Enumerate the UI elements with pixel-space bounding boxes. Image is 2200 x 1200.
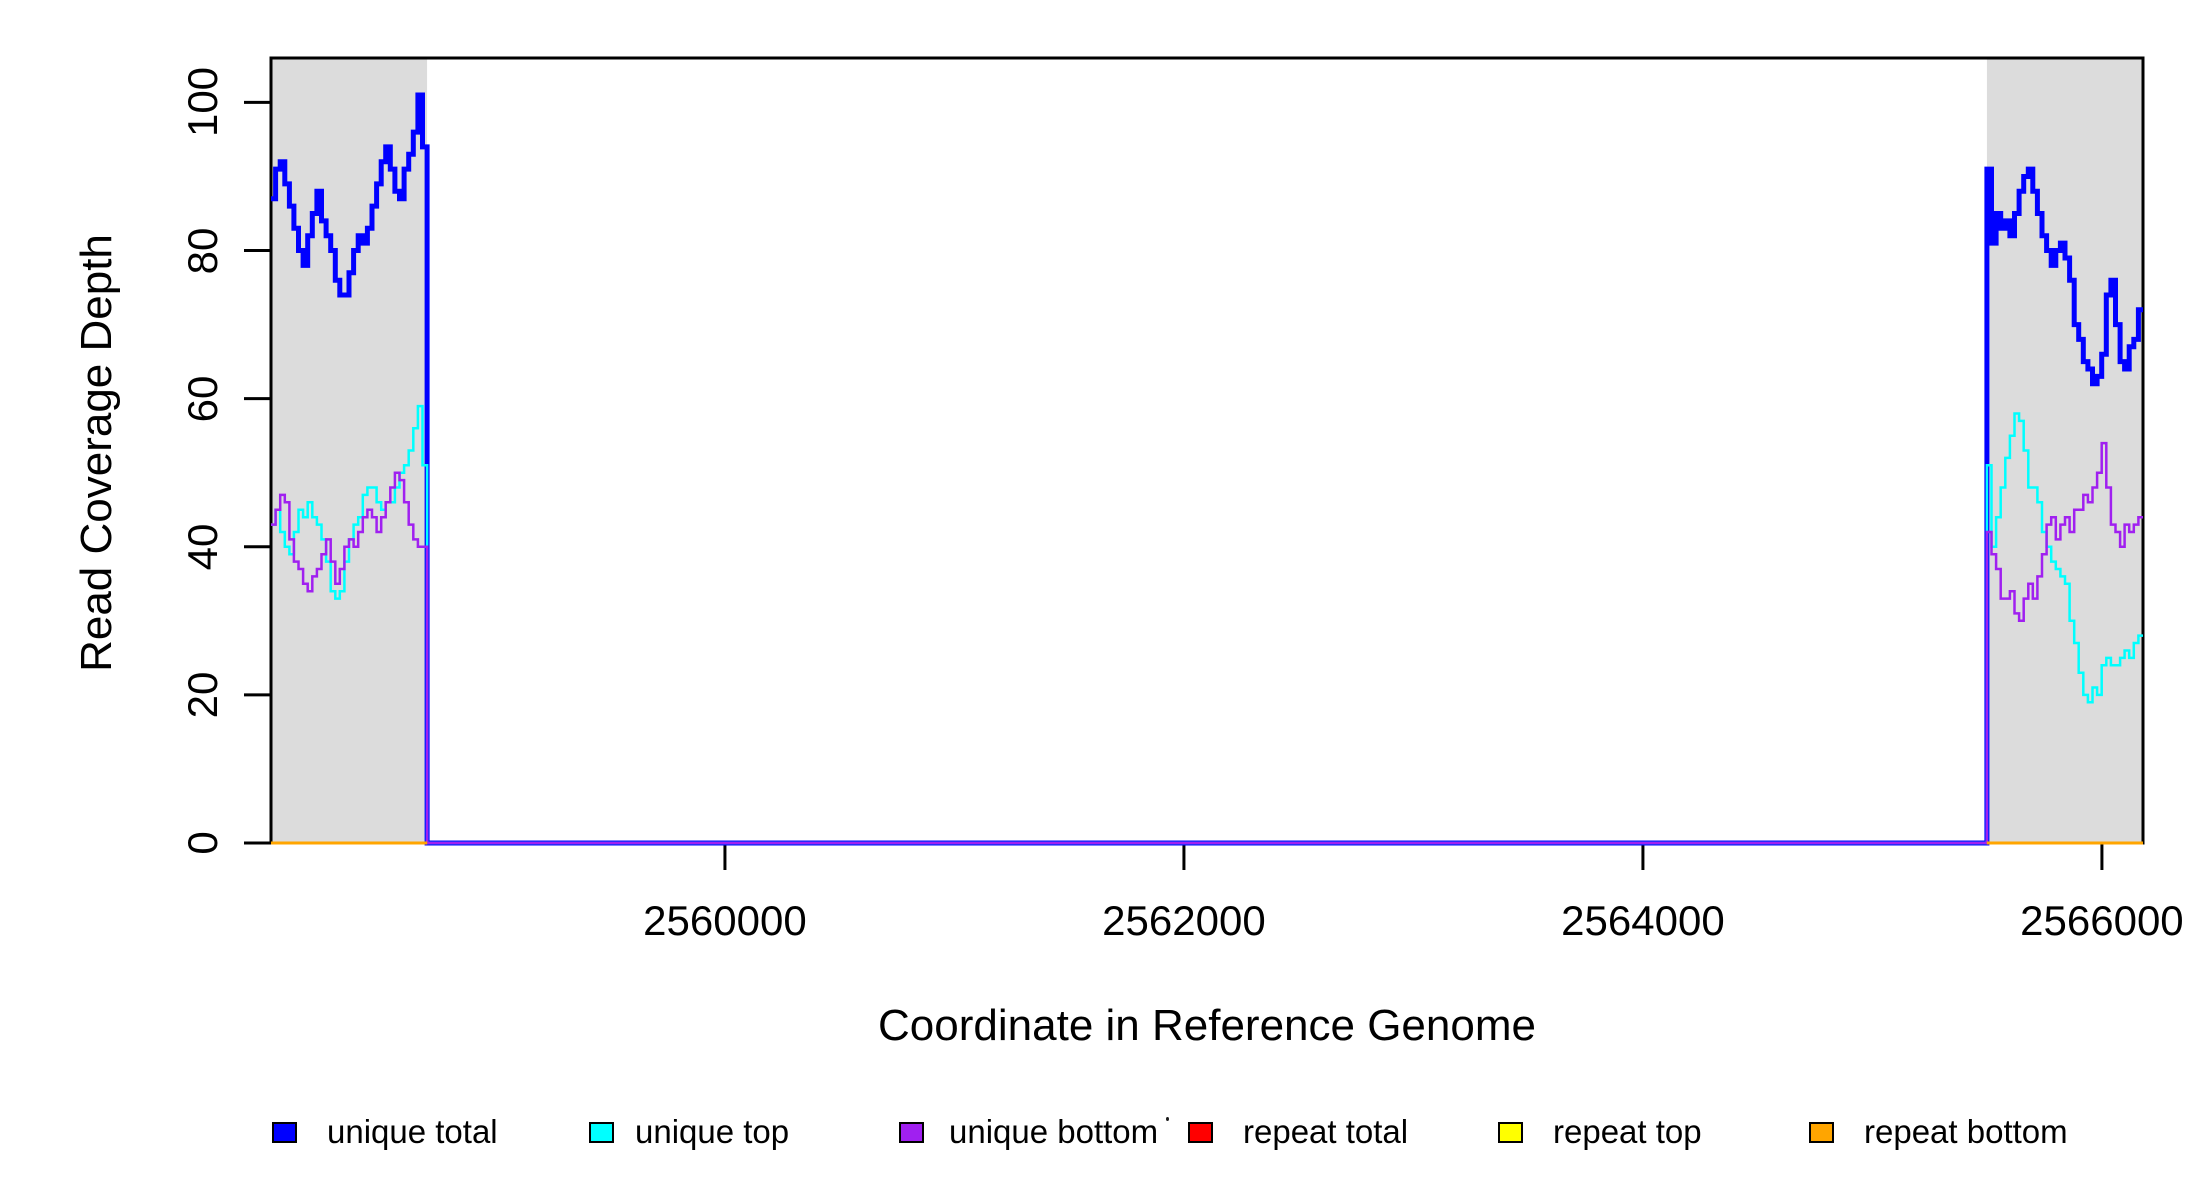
legend-label-repeat-top: repeat top bbox=[1553, 1113, 1702, 1151]
legend-label-unique-total: unique total bbox=[327, 1113, 498, 1151]
y-tick-label: 100 bbox=[179, 67, 226, 138]
x-axis-title: Coordinate in Reference Genome bbox=[878, 1001, 1536, 1050]
legend-swatch-unique-total bbox=[272, 1122, 297, 1143]
legend-label-repeat-bottom: repeat bottom bbox=[1864, 1113, 2068, 1151]
series-path-unique-bottom bbox=[271, 441, 2143, 845]
y-tick-label: 0 bbox=[179, 831, 226, 855]
legend-swatch-unique-top bbox=[589, 1122, 614, 1143]
y-tick-label: 60 bbox=[179, 375, 226, 423]
series-path-unique-total bbox=[271, 92, 2143, 846]
x-tick-label: 2560000 bbox=[643, 897, 807, 944]
x-tick-label: 2564000 bbox=[1561, 897, 1725, 944]
legend-swatch-repeat-bottom bbox=[1809, 1122, 1834, 1143]
legend-swatch-unique-bottom bbox=[899, 1122, 924, 1143]
legend-label-unique-top: unique top bbox=[635, 1113, 790, 1151]
legend-label-repeat-total: repeat total bbox=[1243, 1113, 1409, 1151]
legend-label-unique-bottom: unique bottom bbox=[949, 1113, 1159, 1151]
y-tick-label: 80 bbox=[179, 227, 226, 274]
y-tick-label: 20 bbox=[179, 671, 226, 719]
shaded-region-1 bbox=[1986, 58, 2143, 843]
x-tick-label: 2562000 bbox=[1102, 897, 1266, 944]
legend-swatch-repeat-total bbox=[1188, 1122, 1213, 1143]
x-tick-label: 2566000 bbox=[2020, 897, 2184, 944]
legend-swatch-repeat-top bbox=[1498, 1122, 1523, 1143]
series-path-unique-top bbox=[271, 404, 2143, 845]
y-axis-title: Read Coverage Depth bbox=[72, 234, 121, 672]
stray-dot-artifact bbox=[1166, 1117, 1169, 1121]
y-tick-label: 40 bbox=[179, 523, 226, 571]
plot-box bbox=[269, 56, 2145, 845]
